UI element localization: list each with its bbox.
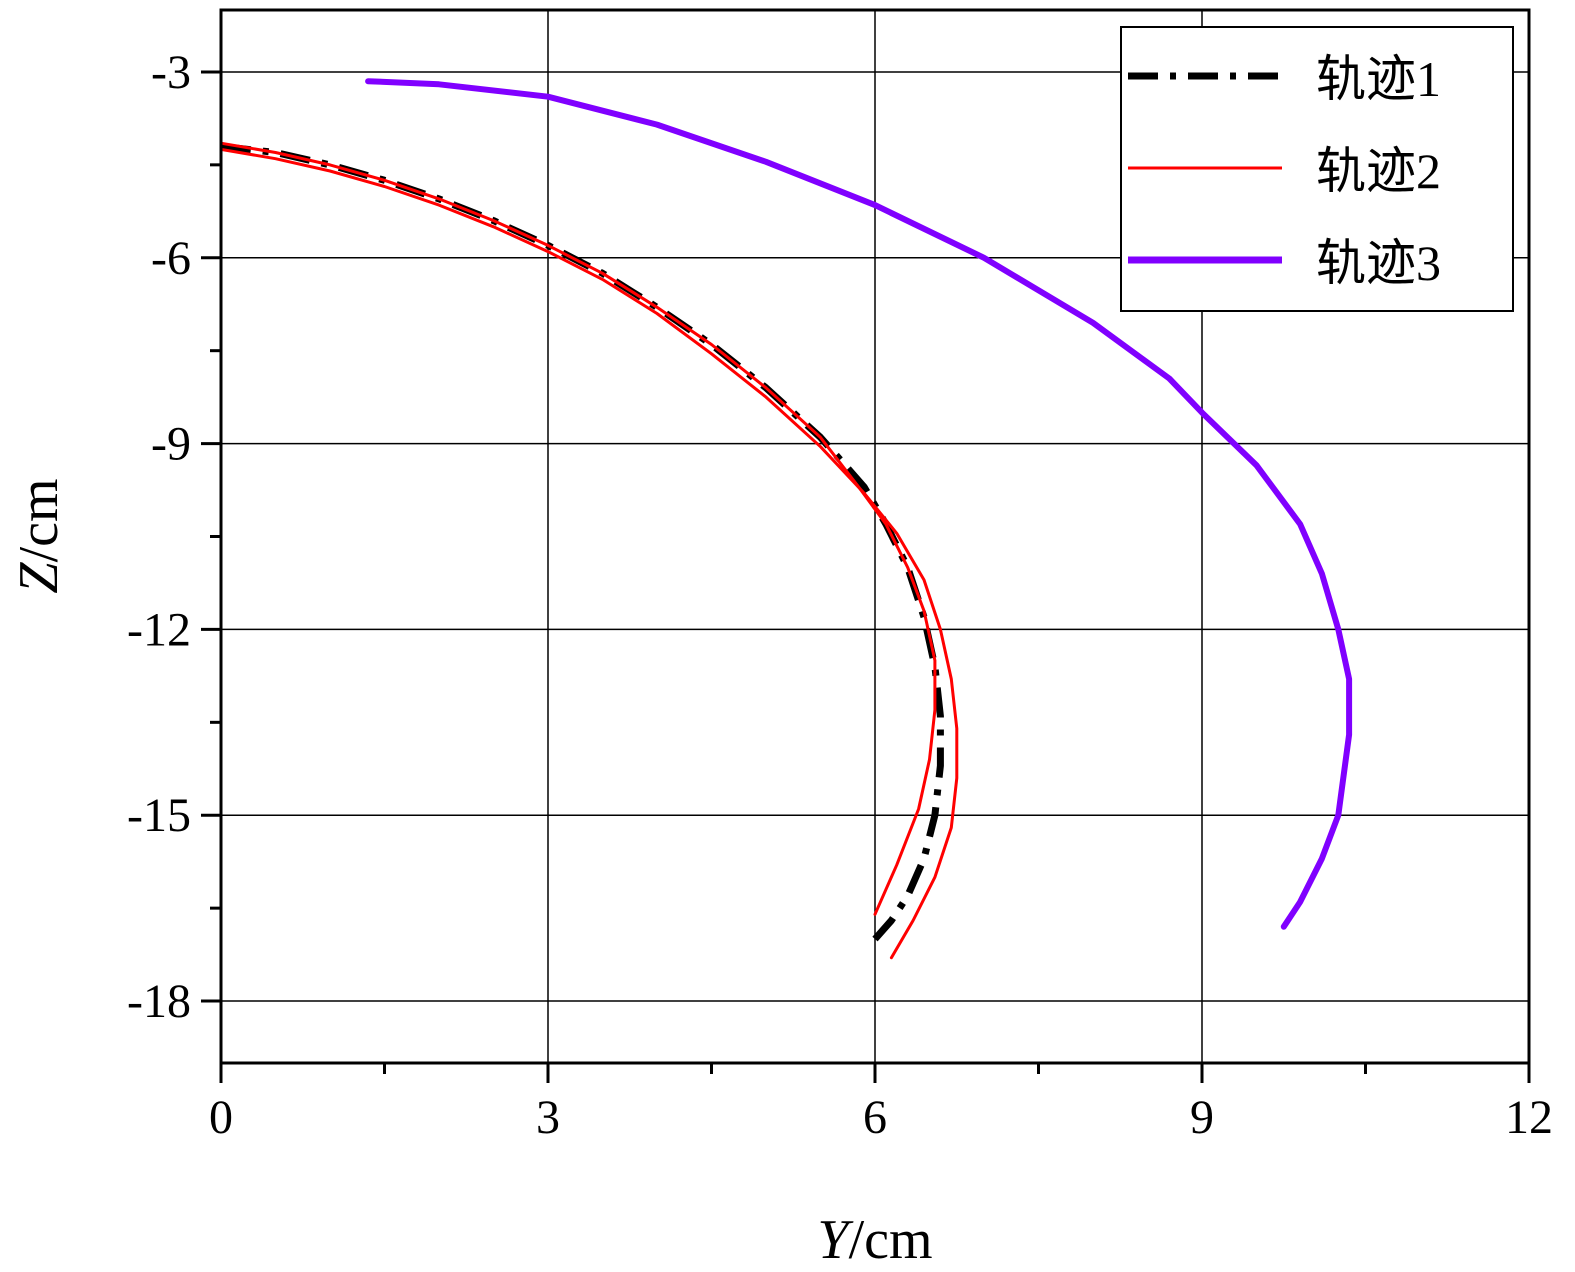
x-axis-title: Y/cm xyxy=(817,1209,932,1271)
x-tick-label: 9 xyxy=(1190,1091,1214,1144)
y-tick-label: -18 xyxy=(127,975,191,1028)
tick-labels: 0 3 6 9 12 -3 -6 -9 -12 -15 -18 xyxy=(127,46,1553,1144)
axis-ticks xyxy=(201,70,1531,1083)
series-line-3 xyxy=(219,147,959,960)
x-tick-label: 0 xyxy=(209,1091,233,1144)
y-axis-title: Z/cm xyxy=(8,478,70,593)
legend-label-2: 轨迹2 xyxy=(1316,143,1441,199)
y-tick-label: -3 xyxy=(151,46,191,99)
x-tick-label: 3 xyxy=(536,1091,560,1144)
series-line-1 xyxy=(220,142,944,942)
series-line-2 xyxy=(219,141,937,916)
series-lines xyxy=(219,78,1353,960)
y-tick-label: -12 xyxy=(127,603,191,656)
x-tick-label: 6 xyxy=(863,1091,887,1144)
y-tick-label: -6 xyxy=(151,232,191,285)
series-line-4 xyxy=(365,78,1353,930)
legend: 轨迹1 轨迹2 轨迹3 xyxy=(1120,26,1514,312)
legend-label-3: 轨迹3 xyxy=(1316,235,1441,291)
x-tick-label: 12 xyxy=(1505,1091,1553,1144)
y-tick-label: -9 xyxy=(151,418,191,471)
y-tick-label: -15 xyxy=(127,789,191,842)
legend-label-1: 轨迹1 xyxy=(1316,51,1441,107)
